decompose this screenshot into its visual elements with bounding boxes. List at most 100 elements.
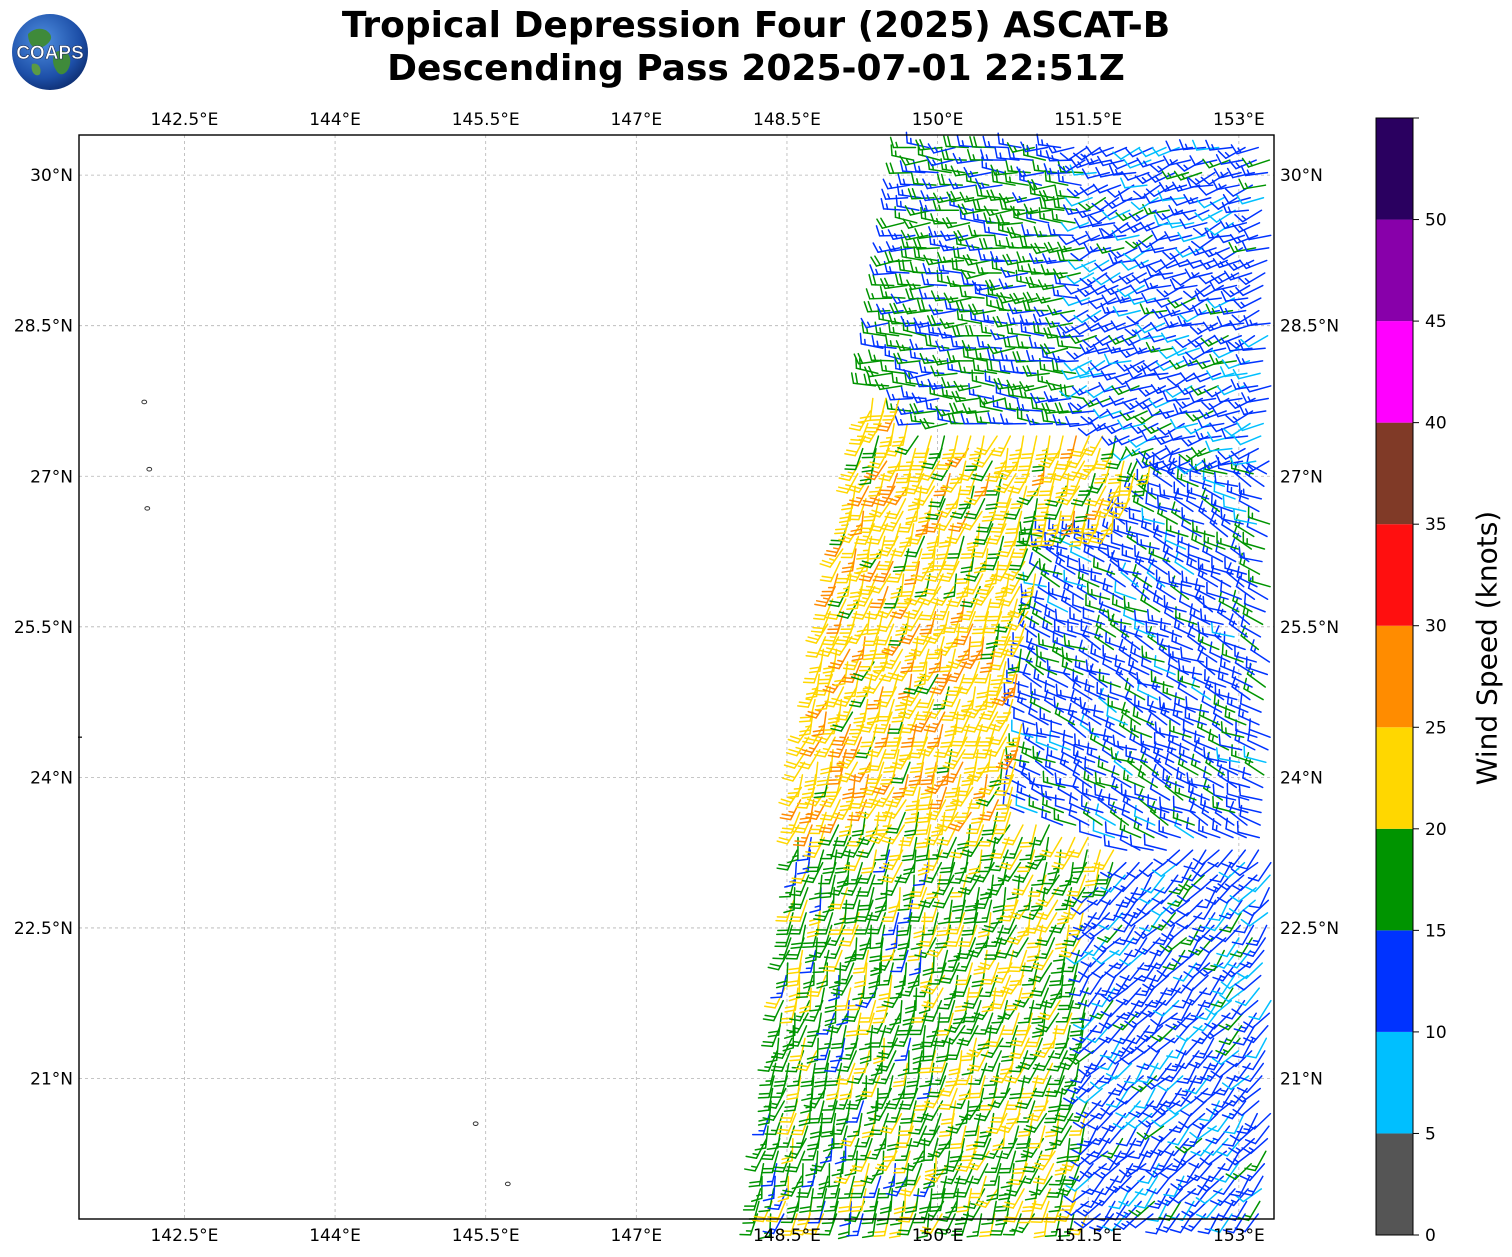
wind-barb [1128, 1200, 1156, 1217]
wind-barb [1028, 1175, 1053, 1196]
wind-barb [904, 1188, 920, 1214]
wind-barb [1093, 1163, 1121, 1179]
wind-barb [1223, 1188, 1249, 1207]
wind-barb [893, 1188, 907, 1215]
wind-barb [1155, 1213, 1180, 1233]
wind-barb [930, 1175, 948, 1200]
wind-barb [998, 1150, 1017, 1174]
wind-barb [1222, 1213, 1246, 1234]
wind-barb [837, 1188, 854, 1213]
wind-barb [1210, 1188, 1236, 1206]
island [146, 466, 153, 472]
wind-barb [1214, 1163, 1239, 1183]
colorbar-tick-label: 45 [1425, 312, 1447, 332]
wind-barb [767, 1188, 788, 1211]
wind-barb [1200, 1163, 1226, 1183]
island [144, 506, 151, 511]
wind-barb [1002, 1213, 1022, 1236]
wind-barb [1240, 1175, 1264, 1197]
wind-barb [1068, 1163, 1094, 1182]
wind-barb [920, 1213, 943, 1234]
wind-barb [1186, 1163, 1213, 1182]
wind-barb [1080, 1188, 1104, 1209]
wind-barb [1125, 1150, 1148, 1172]
wind-barb [924, 1150, 938, 1177]
wind-barb [785, 1150, 806, 1173]
wind-barb [1159, 1163, 1187, 1180]
wind-barb [850, 1188, 867, 1213]
wind-barb [1208, 1213, 1233, 1233]
wind-barb [810, 1188, 828, 1212]
wind-barb [860, 1163, 883, 1184]
wind-barb [780, 1175, 803, 1197]
wind-barb [983, 1163, 1002, 1186]
colorbar-bin [1376, 321, 1413, 423]
wind-barb [1225, 1163, 1252, 1180]
colorbar-label: Wind Speed (knots) [1470, 510, 1504, 786]
colorbar-bin [1376, 727, 1413, 829]
wind-barb [966, 1213, 983, 1238]
wind-barb [901, 1150, 924, 1172]
wind-barb [758, 1188, 775, 1213]
wind-barb [1073, 1213, 1101, 1229]
wind-barb [896, 1213, 917, 1236]
colorbar-tick-label: 25 [1425, 718, 1447, 738]
wind-barb [1181, 1200, 1208, 1218]
wind-barb [1067, 1213, 1088, 1236]
gridlines [79, 135, 1274, 1219]
island [141, 399, 148, 405]
wind-barb [831, 1150, 845, 1177]
wind-barb [1054, 1200, 1077, 1223]
wind-barb [1089, 1213, 1115, 1232]
wind-barb [837, 1175, 855, 1199]
wind-barb [1032, 1163, 1055, 1185]
wind-barb [762, 1213, 785, 1235]
wind-barb [954, 1163, 976, 1185]
wind-barb [1145, 1163, 1173, 1178]
wind-barb [1147, 1188, 1170, 1209]
logo-text: COAPS [16, 43, 84, 64]
wind-barb [903, 1163, 923, 1186]
wind-barb [1032, 1150, 1056, 1171]
island [472, 1121, 479, 1126]
colorbar-tick-label: 40 [1425, 414, 1447, 434]
wind-barb [823, 1188, 841, 1212]
wind-barb [750, 1175, 763, 1202]
colorbar-tick-label: 0 [1425, 1226, 1436, 1246]
wind-barb [818, 1213, 838, 1236]
wind-barb [791, 1163, 804, 1190]
colorbar-bin [1376, 1031, 1413, 1134]
wind-barb [942, 1175, 961, 1199]
wind-barb [1044, 1213, 1062, 1238]
wind-barb [1059, 1188, 1078, 1211]
wind-barb [863, 1188, 880, 1213]
wind-barb [1024, 1175, 1040, 1201]
wind-barb [968, 1175, 987, 1199]
colorbar-bin [1376, 828, 1413, 931]
wind-barb [984, 1150, 1004, 1173]
wind-barb [1002, 1188, 1025, 1209]
wind-barb [898, 1175, 921, 1197]
wind-barb [846, 1213, 864, 1237]
wind-barb [1145, 1213, 1167, 1235]
colorbar-tick-label: 15 [1425, 921, 1447, 941]
colorbar-tick-label: 30 [1425, 617, 1447, 637]
wind-barb [1234, 1213, 1260, 1233]
wind-barb [1048, 1188, 1065, 1213]
wind-barb [1004, 1175, 1027, 1197]
wind-barb [879, 1188, 894, 1214]
wind-barb [895, 1163, 910, 1189]
wind-barb [1109, 1163, 1134, 1184]
wind-barb [748, 1163, 765, 1188]
wind-barb [934, 1213, 956, 1235]
wind-barb [1094, 1175, 1119, 1196]
title-line-2: Descending Pass 2025-07-01 22:51Z [387, 48, 1125, 89]
island [504, 1181, 511, 1187]
wind-barb [1060, 1163, 1081, 1186]
wind-barb [1169, 1188, 1197, 1204]
wind-barb [966, 1163, 989, 1185]
wind-barb [1098, 1150, 1122, 1171]
colorbar-bin [1376, 219, 1413, 322]
wind-barb [1197, 1175, 1225, 1192]
